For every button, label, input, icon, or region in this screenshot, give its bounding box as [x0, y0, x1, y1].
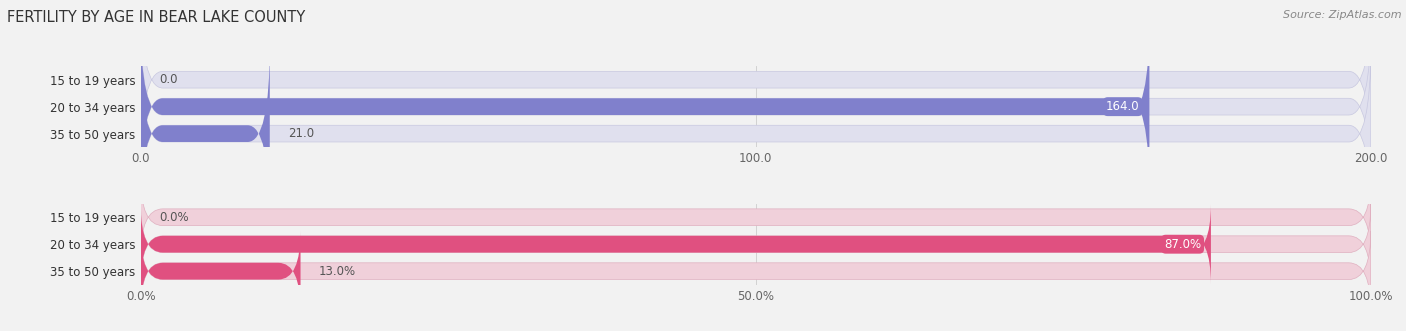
Text: 0.0: 0.0: [159, 73, 177, 86]
Text: 0.0%: 0.0%: [159, 211, 188, 224]
FancyBboxPatch shape: [141, 231, 1371, 311]
FancyBboxPatch shape: [141, 204, 1371, 284]
FancyBboxPatch shape: [141, 45, 270, 222]
FancyBboxPatch shape: [141, 0, 1371, 168]
Text: 87.0%: 87.0%: [1164, 238, 1201, 251]
FancyBboxPatch shape: [141, 18, 1150, 195]
Text: Source: ZipAtlas.com: Source: ZipAtlas.com: [1284, 10, 1402, 20]
FancyBboxPatch shape: [141, 177, 1371, 258]
FancyBboxPatch shape: [141, 18, 1371, 195]
Text: FERTILITY BY AGE IN BEAR LAKE COUNTY: FERTILITY BY AGE IN BEAR LAKE COUNTY: [7, 10, 305, 25]
FancyBboxPatch shape: [141, 204, 1211, 284]
Text: 13.0%: 13.0%: [319, 265, 356, 278]
Text: 21.0: 21.0: [288, 127, 315, 140]
FancyBboxPatch shape: [141, 45, 1371, 222]
FancyBboxPatch shape: [141, 231, 301, 311]
Text: 164.0: 164.0: [1107, 100, 1140, 113]
